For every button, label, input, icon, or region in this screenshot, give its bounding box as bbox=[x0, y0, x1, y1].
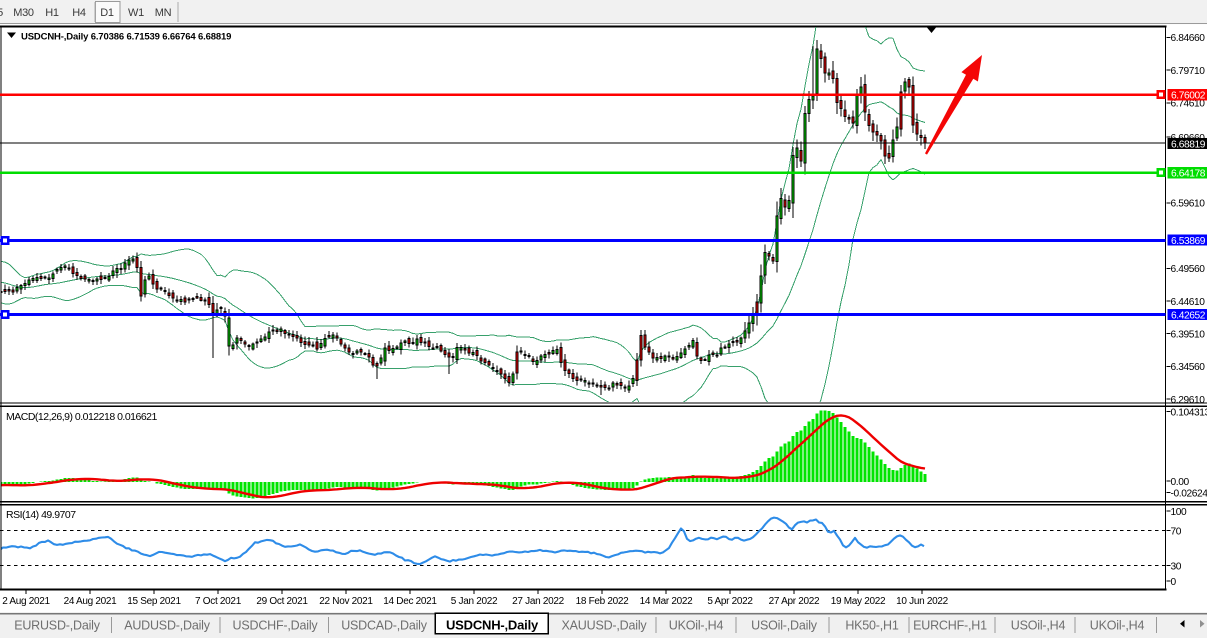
svg-text:24 Aug 2021: 24 Aug 2021 bbox=[64, 596, 118, 607]
svg-text:UKOil-,H4: UKOil-,H4 bbox=[1090, 619, 1145, 633]
svg-text:W1: W1 bbox=[128, 7, 144, 19]
svg-text:6.34560: 6.34560 bbox=[1171, 362, 1206, 373]
svg-text:D1: D1 bbox=[100, 7, 114, 19]
svg-text:M30: M30 bbox=[13, 7, 34, 19]
svg-text:6.64178: 6.64178 bbox=[1171, 169, 1206, 180]
svg-text:7 Oct 2021: 7 Oct 2021 bbox=[195, 596, 242, 607]
svg-text:AUDUSD-,Daily: AUDUSD-,Daily bbox=[124, 619, 211, 633]
svg-text:70: 70 bbox=[1171, 526, 1182, 537]
svg-text:27 Apr 2022: 27 Apr 2022 bbox=[769, 596, 820, 607]
svg-text:2 Aug 2021: 2 Aug 2021 bbox=[2, 596, 50, 607]
svg-text:6.59610: 6.59610 bbox=[1171, 199, 1206, 210]
svg-text:H4: H4 bbox=[72, 7, 86, 19]
svg-text:5 Apr 2022: 5 Apr 2022 bbox=[707, 596, 753, 607]
svg-text:HK50-,H1: HK50-,H1 bbox=[845, 619, 899, 633]
svg-text:5 Jan 2022: 5 Jan 2022 bbox=[451, 596, 498, 607]
svg-text:H1: H1 bbox=[45, 7, 59, 19]
svg-text:-0.026249: -0.026249 bbox=[1171, 488, 1207, 499]
svg-text:USDCNH-,Daily: USDCNH-,Daily bbox=[446, 618, 539, 633]
svg-text:27 Jan 2022: 27 Jan 2022 bbox=[512, 596, 564, 607]
svg-text:RSI(14) 49.9707: RSI(14) 49.9707 bbox=[6, 509, 76, 521]
svg-text:18 Feb 2022: 18 Feb 2022 bbox=[576, 596, 630, 607]
svg-text:30: 30 bbox=[1171, 561, 1182, 572]
svg-text:6.68819: 6.68819 bbox=[1171, 139, 1206, 150]
svg-text:6.29610: 6.29610 bbox=[1171, 395, 1206, 406]
svg-text:19 May 2022: 19 May 2022 bbox=[831, 596, 886, 607]
svg-text:USDCHF-,Daily: USDCHF-,Daily bbox=[233, 619, 319, 633]
svg-text:6.84660: 6.84660 bbox=[1171, 33, 1206, 44]
svg-text:15 Sep 2021: 15 Sep 2021 bbox=[127, 596, 181, 607]
svg-text:6.53869: 6.53869 bbox=[1171, 236, 1206, 247]
svg-text:MACD(12,26,9) 0.012218 0.01662: MACD(12,26,9) 0.012218 0.016621 bbox=[6, 411, 158, 423]
svg-text:XAUUSD-,Daily: XAUUSD-,Daily bbox=[562, 619, 648, 633]
svg-text:USDCAD-,Daily: USDCAD-,Daily bbox=[341, 619, 428, 633]
svg-text:29 Oct 2021: 29 Oct 2021 bbox=[256, 596, 308, 607]
svg-text:USOil-,H4: USOil-,H4 bbox=[1011, 619, 1066, 633]
svg-text:6.42652: 6.42652 bbox=[1171, 310, 1206, 321]
svg-text:EURCHF-,H1: EURCHF-,H1 bbox=[913, 619, 987, 633]
svg-text:22 Nov 2021: 22 Nov 2021 bbox=[319, 596, 373, 607]
svg-text:6.39510: 6.39510 bbox=[1171, 330, 1206, 341]
svg-text:6.76002: 6.76002 bbox=[1171, 91, 1206, 102]
svg-text:UKOil-,H4: UKOil-,H4 bbox=[669, 619, 724, 633]
svg-text:14 Mar 2022: 14 Mar 2022 bbox=[640, 596, 694, 607]
svg-text:MN: MN bbox=[155, 7, 172, 19]
svg-text:10 Jun 2022: 10 Jun 2022 bbox=[896, 596, 948, 607]
svg-text:0.00: 0.00 bbox=[1171, 477, 1190, 488]
svg-text:0: 0 bbox=[1171, 577, 1177, 588]
svg-text:6.79710: 6.79710 bbox=[1171, 66, 1206, 77]
svg-text:14 Dec 2021: 14 Dec 2021 bbox=[383, 596, 437, 607]
svg-text:USDCNH-,Daily 6.70386 6.71539: USDCNH-,Daily 6.70386 6.71539 6.66764 6.… bbox=[21, 32, 231, 43]
svg-text:6.44610: 6.44610 bbox=[1171, 297, 1206, 308]
svg-text:6.49560: 6.49560 bbox=[1171, 264, 1206, 275]
svg-text:100: 100 bbox=[1171, 507, 1188, 518]
svg-text:USOil-,Daily: USOil-,Daily bbox=[751, 619, 818, 633]
svg-text:0.104313: 0.104313 bbox=[1171, 407, 1207, 418]
svg-text:EURUSD-,Daily: EURUSD-,Daily bbox=[14, 619, 101, 633]
svg-text:5: 5 bbox=[0, 7, 3, 19]
